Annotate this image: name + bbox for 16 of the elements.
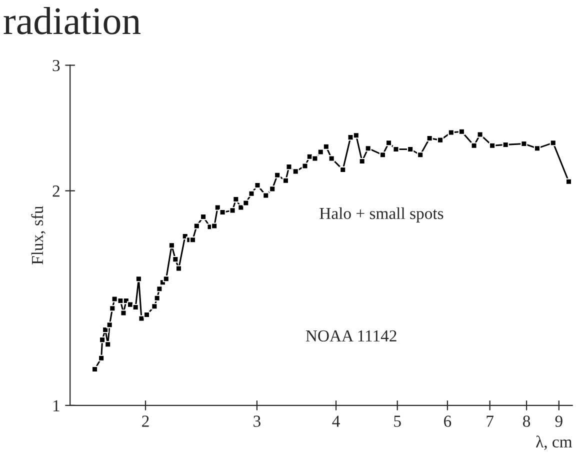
x-tick-label: 2: [142, 416, 149, 427]
x-tick-label: 5: [394, 416, 401, 427]
annotation: NOAA 11142: [306, 330, 396, 342]
y-tick-label: 1: [53, 400, 60, 412]
y-tick-label: 3: [52, 60, 60, 72]
x-tick-label: 3: [254, 416, 260, 427]
x-tick-label: 4: [332, 416, 340, 427]
y-axis-title: Flux, sfu: [31, 206, 46, 264]
x-tick-label: 7: [486, 416, 494, 427]
x-axis-title: λ, cm: [536, 436, 572, 450]
y-tick-label: 2: [52, 186, 60, 197]
annotation: Halo + small spots: [320, 207, 444, 222]
x-tick-label: 8: [523, 416, 530, 427]
chart-title: radiation: [4, 6, 141, 34]
x-tick-label: 6: [444, 416, 452, 427]
x-tick-label: 9: [555, 416, 562, 427]
